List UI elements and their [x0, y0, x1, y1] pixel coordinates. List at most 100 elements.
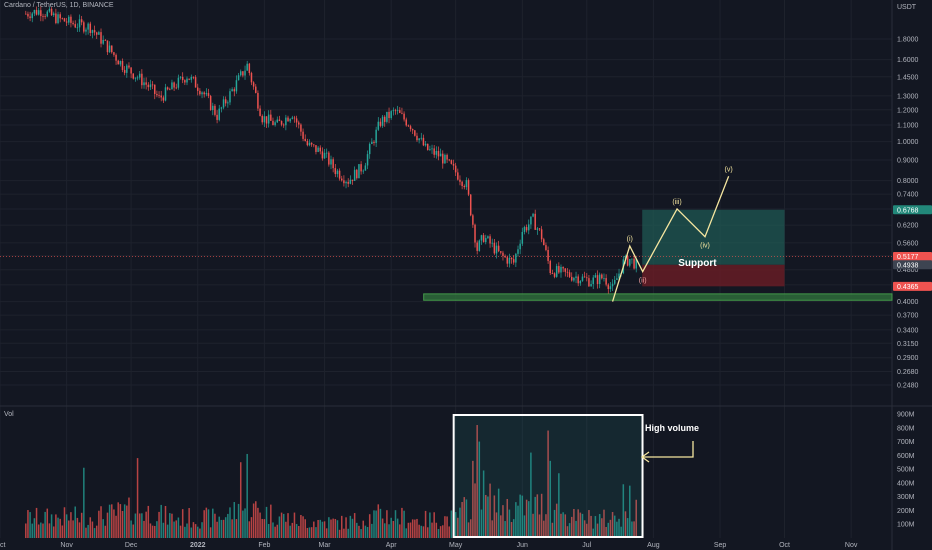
candle-body — [353, 169, 356, 181]
volume-bar — [596, 523, 599, 538]
price-tag-label: 0.4938 — [897, 262, 919, 269]
candle-body — [160, 95, 162, 98]
volume-bar — [203, 510, 205, 538]
volume-bar — [98, 510, 100, 538]
candle-body — [568, 272, 571, 277]
candle-body — [317, 147, 319, 152]
volume-bar — [265, 506, 268, 538]
price-tick-label: 0.6200 — [897, 223, 919, 230]
candle-body — [467, 180, 470, 195]
volume-bar — [319, 519, 322, 538]
candle-body — [330, 159, 332, 165]
candle-body — [149, 84, 152, 88]
price-tick-label: 1.8000 — [897, 37, 919, 44]
candle-body — [130, 67, 132, 74]
volume-bar — [482, 470, 485, 538]
volume-bar — [104, 525, 107, 538]
volume-bar — [278, 516, 281, 538]
volume-bar — [590, 515, 592, 538]
volume-bar — [300, 514, 302, 538]
candle-body — [534, 213, 536, 230]
volume-bar — [328, 517, 330, 538]
volume-bar — [173, 521, 175, 538]
candle-body — [338, 170, 341, 179]
volume-bar — [454, 512, 457, 538]
candle-body — [457, 172, 459, 180]
volume-bar — [237, 503, 240, 538]
volume-bar — [581, 513, 584, 538]
volume-bar — [603, 509, 605, 538]
volume-bar — [31, 523, 33, 538]
candle-body — [500, 251, 502, 253]
x-tick-label: Aug — [647, 542, 660, 549]
volume-bar — [218, 516, 220, 538]
volume-bar — [573, 508, 575, 538]
candle-body — [203, 92, 205, 95]
volume-bar — [274, 526, 276, 538]
volume-bar — [35, 507, 38, 538]
candle-body — [463, 185, 466, 188]
volume-bar — [418, 524, 420, 538]
candle-body — [504, 255, 506, 258]
candle-body — [399, 110, 401, 113]
candle-body — [224, 99, 227, 104]
volume-bar — [338, 529, 341, 538]
candle-body — [132, 73, 135, 79]
candle-body — [345, 181, 347, 184]
candle-body — [59, 14, 61, 19]
candle-body — [592, 277, 594, 284]
volume-bar — [543, 520, 545, 538]
candle-body — [282, 124, 285, 126]
candle-body — [633, 258, 635, 269]
volume-bar — [119, 504, 122, 538]
candle-body — [319, 147, 322, 152]
volume-bar — [179, 525, 182, 538]
volume-bar — [95, 525, 98, 538]
candle-body — [169, 89, 171, 91]
candle-body — [72, 22, 74, 25]
candle-body — [536, 228, 539, 230]
candle-body — [250, 73, 253, 83]
volume-bar — [457, 517, 459, 538]
volume-bar — [568, 523, 571, 538]
x-tick-label: Apr — [386, 542, 398, 549]
candle-body — [138, 73, 141, 78]
volume-bar — [61, 525, 64, 538]
price-tick-label: 1.1000 — [897, 122, 919, 129]
candle-body — [435, 151, 438, 155]
candle-body — [154, 84, 156, 94]
candle-body — [437, 151, 440, 157]
volume-bar — [583, 520, 586, 538]
volume-bar — [366, 527, 369, 538]
candle-body — [512, 259, 515, 263]
volume-title: Vol — [4, 411, 14, 418]
volume-bar — [547, 430, 549, 538]
volume-tick-label: 600M — [897, 453, 915, 460]
candle-body — [631, 258, 633, 260]
elliott-wave-path — [611, 176, 730, 302]
x-tick-label: Jun — [517, 542, 528, 549]
volume-bar — [508, 509, 511, 538]
volume-bar — [401, 507, 403, 538]
candle-body — [334, 168, 337, 175]
candle-body — [259, 108, 261, 116]
candle-body — [205, 93, 208, 95]
volume-bar — [244, 508, 246, 538]
volume-bar — [194, 524, 197, 538]
volume-bar — [89, 517, 92, 538]
volume-bar — [220, 519, 223, 538]
candle-body — [618, 273, 620, 279]
candle-body — [115, 54, 117, 61]
candle-body — [300, 124, 302, 132]
volume-bar — [555, 503, 558, 538]
volume-bar — [356, 522, 358, 538]
candle-body — [424, 143, 427, 146]
volume-bar — [276, 524, 279, 538]
candle-body — [315, 145, 317, 152]
volume-bar — [527, 501, 530, 538]
volume-bar — [126, 505, 128, 538]
volume-bar — [57, 517, 59, 538]
candle-body — [239, 71, 242, 76]
candle-body — [588, 278, 590, 287]
